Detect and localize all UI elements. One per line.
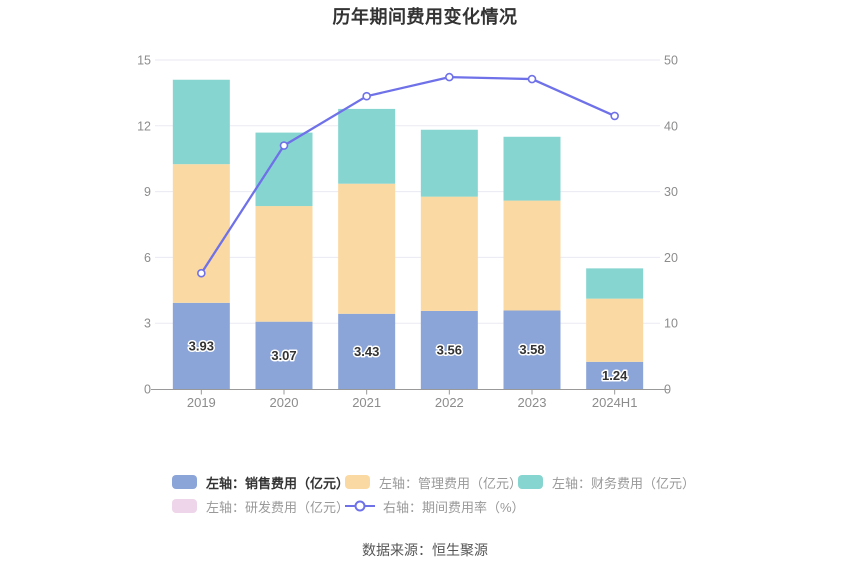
legend-item-rnd[interactable]: 左轴：研发费用（亿元）	[172, 498, 350, 515]
legend-item-label: 左轴：管理费用（亿元）	[379, 475, 523, 491]
bar-value-label-2021: 3.43	[354, 344, 379, 359]
bar-segment-sales-2022[interactable]	[420, 310, 478, 389]
bar-value-label-2019: 3.93	[189, 338, 214, 353]
legend-item-sales[interactable]: 左轴：销售费用（亿元）	[172, 474, 350, 491]
bar-value-label-2022: 3.56	[437, 342, 462, 357]
right-axis-tick-label: 40	[664, 119, 678, 133]
x-axis-label-2023: 2023	[518, 395, 547, 410]
data-source: 数据来源：恒生聚源	[362, 542, 488, 558]
x-axis-label-2019: 2019	[187, 395, 216, 410]
legend-swatch-finance-icon	[518, 475, 543, 489]
legend-item-label: 右轴：期间费用率（%）	[383, 499, 525, 515]
legend-item-label: 左轴：销售费用（亿元）	[206, 475, 350, 491]
left-axis-tick-label: 12	[137, 119, 151, 133]
x-axis-label-2024H1: 2024H1	[592, 395, 638, 410]
legend-item-management[interactable]: 左轴：管理费用（亿元）	[345, 474, 523, 491]
rate-line-marker-2023[interactable]	[527, 74, 537, 84]
x-axis-label-2021: 2021	[352, 395, 381, 410]
bar-segment-finance-2022[interactable]	[420, 129, 478, 197]
chart-title: 历年期间费用变化情况	[332, 7, 518, 27]
right-axis-tick-label: 50	[664, 54, 678, 68]
left-axis-tick-label: 3	[144, 317, 151, 331]
legend-item-label: 左轴：研发费用（亿元）	[206, 499, 350, 515]
left-axis-tick-label: 6	[144, 251, 151, 265]
bar-value-label-2024H1: 1.24	[602, 368, 628, 383]
bar-segment-sales-2024H1[interactable]	[586, 361, 644, 389]
legend-item-finance[interactable]: 左轴：财务费用（亿元）	[518, 474, 696, 491]
left-axis-tick-label: 9	[144, 185, 151, 199]
rate-line-marker-2019[interactable]	[197, 268, 206, 278]
bar-value-label-2023: 3.58	[519, 342, 544, 357]
right-axis-tick-label: 20	[664, 251, 678, 265]
left-axis-tick-label: 15	[137, 54, 151, 68]
legend-swatch-rnd-icon	[172, 499, 197, 513]
bar-value-label-2020: 3.07	[271, 348, 296, 363]
bar-segment-finance-2024H1[interactable]	[586, 268, 644, 299]
bar-segment-finance-2019[interactable]	[172, 79, 230, 165]
bar-segment-sales-2019[interactable]	[172, 302, 230, 389]
bar-segment-finance-2021[interactable]	[338, 108, 396, 184]
bar-segment-sales-2021[interactable]	[338, 313, 396, 389]
legend-item-rate[interactable]: 右轴：期间费用率（%）	[344, 498, 525, 515]
bar-segment-management-2020[interactable]	[255, 206, 313, 322]
bar-segment-management-2021[interactable]	[338, 183, 396, 314]
bar-segment-sales-2020[interactable]	[255, 321, 313, 389]
rate-line-marker-2024H1[interactable]	[610, 111, 619, 121]
legend-swatch-management-icon	[345, 475, 370, 489]
right-axis-tick-label: 30	[664, 185, 678, 199]
rate-line-marker-2020[interactable]	[279, 141, 289, 150]
left-axis-tick-label: 0	[144, 383, 151, 397]
rate-line	[200, 75, 616, 274]
bar-segment-finance-2023[interactable]	[503, 136, 561, 201]
x-axis-label-2020: 2020	[270, 395, 299, 410]
rate-line-marker-2021[interactable]	[362, 91, 371, 101]
bar-segment-management-2024H1[interactable]	[586, 298, 644, 362]
bar-segment-management-2022[interactable]	[420, 196, 478, 311]
legend-swatch-sales-icon	[172, 475, 197, 489]
x-axis-label-2022: 2022	[435, 395, 464, 410]
right-axis-tick-label: 10	[664, 317, 678, 331]
bar-segment-management-2023[interactable]	[503, 200, 561, 311]
rate-line-marker-2022[interactable]	[445, 72, 454, 82]
legend-line-marker-icon	[345, 500, 375, 512]
legend-item-label: 左轴：财务费用（亿元）	[552, 475, 696, 491]
bar-segment-management-2019[interactable]	[172, 164, 230, 303]
bar-segment-sales-2023[interactable]	[503, 310, 561, 389]
